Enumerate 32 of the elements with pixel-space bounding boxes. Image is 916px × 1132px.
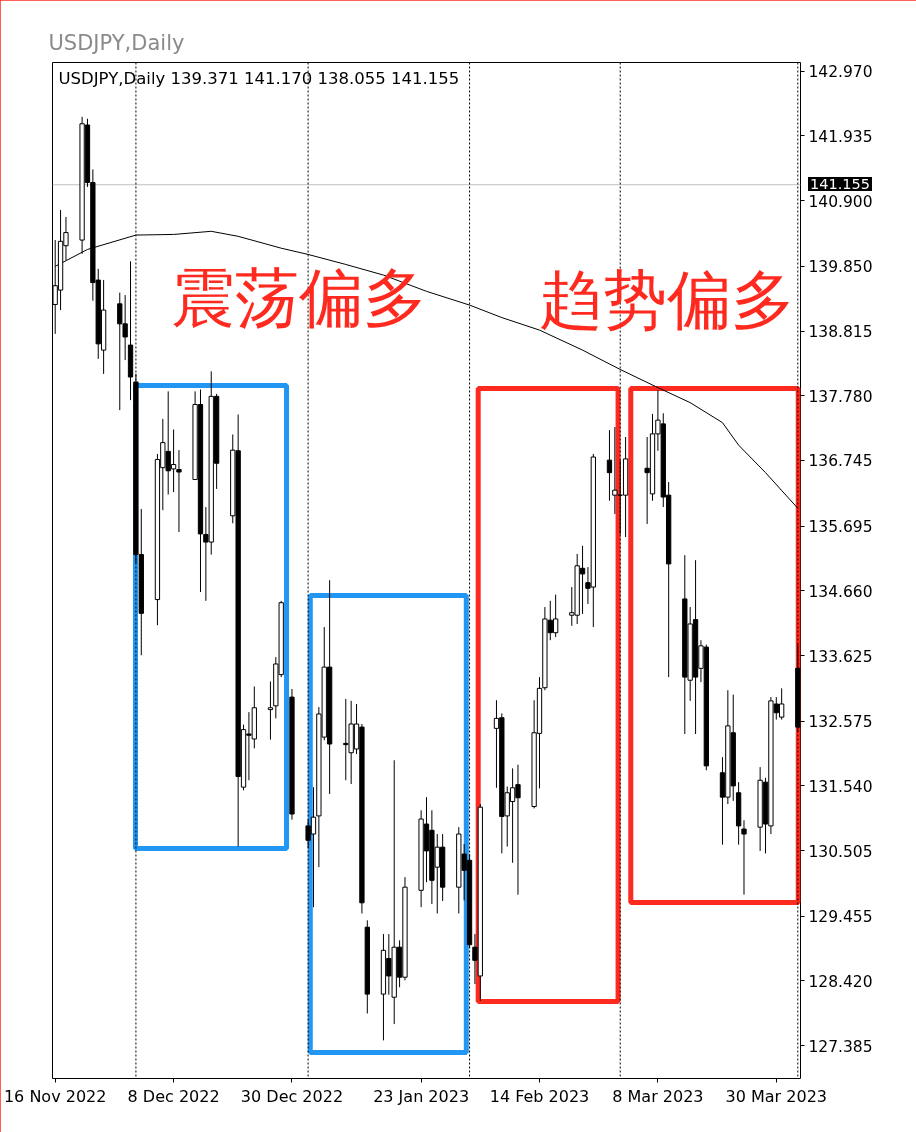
y-tick-label: 139.850 (808, 258, 873, 277)
y-tick-label: 140.900 (808, 192, 873, 211)
y-tick-label: 134.660 (808, 582, 873, 601)
candlestick (612, 426, 618, 515)
x-tick-label: 8 Mar 2023 (612, 1086, 704, 1106)
x-tick-label: 30 Dec 2022 (240, 1086, 344, 1106)
ref-line-label: 141.155 (810, 176, 870, 192)
y-tick-label: 133.625 (808, 647, 873, 666)
candlestick (741, 819, 747, 896)
x-tick-label: 8 Dec 2022 (127, 1086, 220, 1106)
chart-subtitle: USDJPY,Daily 139.371 141.170 138.055 141.155 (58, 68, 460, 88)
x-tick-label: 16 Nov 2022 (3, 1086, 107, 1106)
y-tick-label: 130.505 (808, 842, 873, 861)
annotation: 趋势偏多 (538, 263, 795, 338)
y-tick-label: 127.385 (808, 1037, 873, 1056)
y-tick-label: 137.780 (808, 387, 873, 406)
y-tick-label: 132.575 (808, 713, 873, 732)
x-tick-label: 23 Jan 2023 (373, 1086, 470, 1106)
chart-title: USDJPY,Daily (48, 30, 185, 55)
y-tick-label: 141.935 (808, 127, 873, 146)
y-tick-label: 131.540 (808, 777, 873, 796)
y-tick-label: 142.970 (808, 63, 873, 82)
x-tick-label: 14 Feb 2023 (489, 1086, 590, 1106)
y-tick-label: 136.745 (808, 452, 873, 471)
annotation: 震荡偏多 (171, 261, 428, 336)
y-tick-label: 135.695 (808, 518, 873, 537)
y-tick-label: 128.420 (808, 972, 873, 991)
candlestick (267, 680, 274, 741)
candlestick (606, 429, 613, 502)
y-tick-label: 129.455 (808, 908, 873, 927)
y-tick-label: 138.815 (808, 323, 873, 342)
x-tick-label: 30 Mar 2023 (725, 1086, 827, 1106)
